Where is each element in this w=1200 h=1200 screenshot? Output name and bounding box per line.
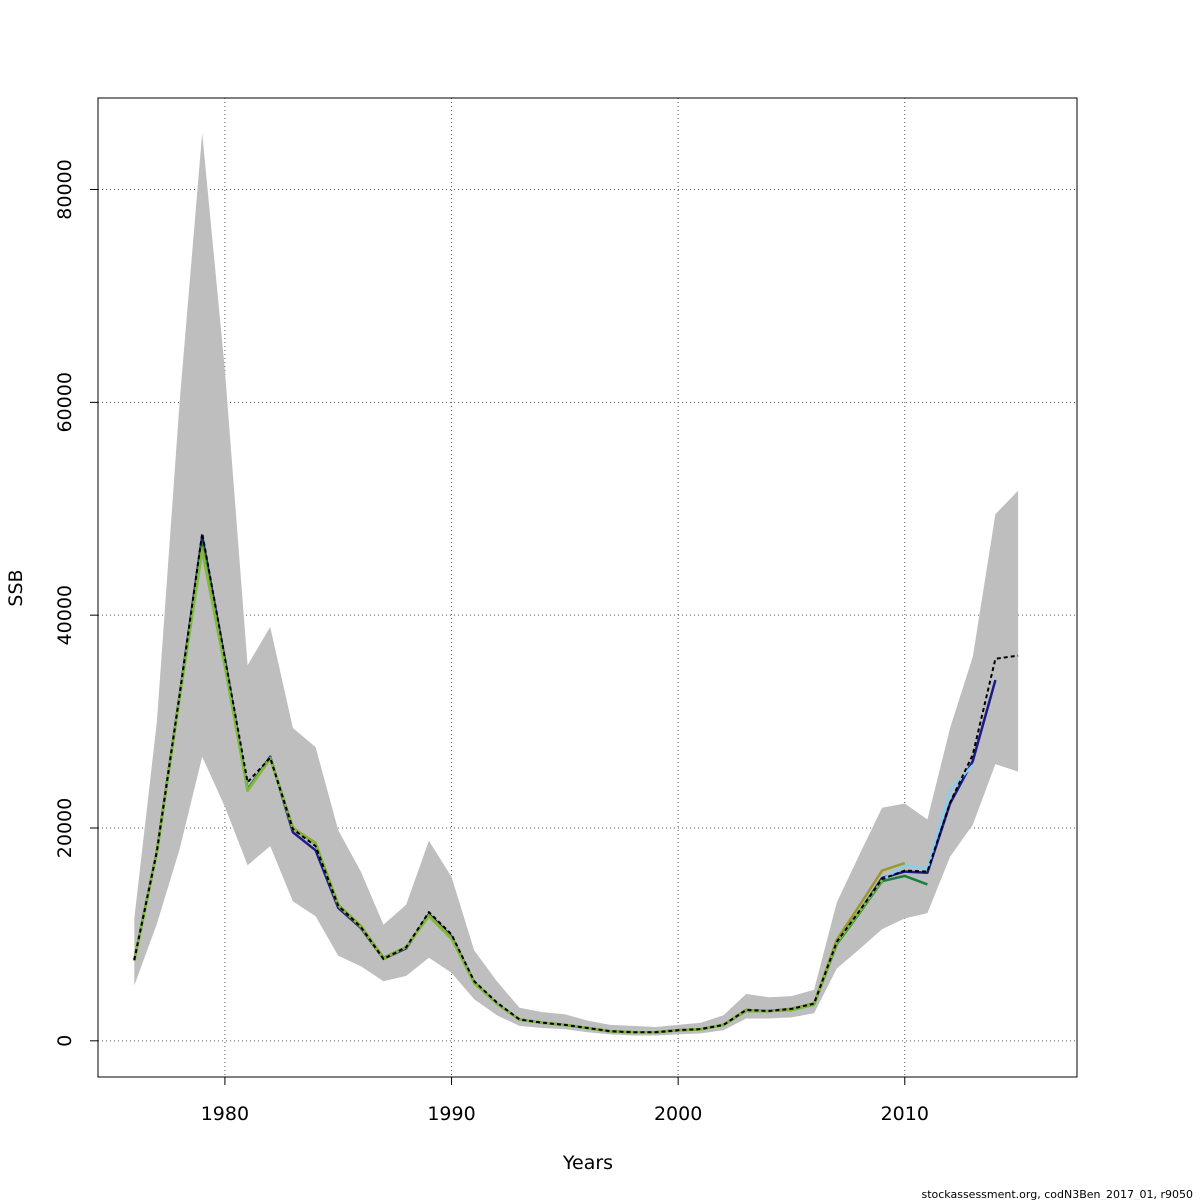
y-tick-label: 0 (54, 1035, 76, 1047)
plot-frame (97, 97, 1078, 1078)
series-line-1 (133, 532, 1019, 1034)
grid (98, 98, 1077, 1077)
confidence-band (134, 133, 1019, 1036)
axes: 1980 1990 2000 2010 0 20000 40000 60000 80000 (54, 159, 929, 1125)
y-axis-title: SSB (5, 569, 27, 606)
x-tick-label: 2010 (881, 1103, 929, 1125)
x-axis-title: Years (562, 1152, 613, 1174)
footer-credit: stockassessment.org, codN3Ben_2017_01, r… (921, 1188, 1193, 1200)
x-tick-label: 1990 (427, 1103, 475, 1125)
x-tick-label: 1980 (201, 1103, 249, 1125)
x-tick-label: 2000 (654, 1103, 702, 1125)
y-tick-label: 20000 (54, 798, 76, 858)
y-tick-label: 80000 (54, 159, 76, 219)
y-tick-label: 40000 (54, 585, 76, 645)
series-lines (133, 532, 1019, 1034)
y-tick-label: 60000 (54, 372, 76, 432)
